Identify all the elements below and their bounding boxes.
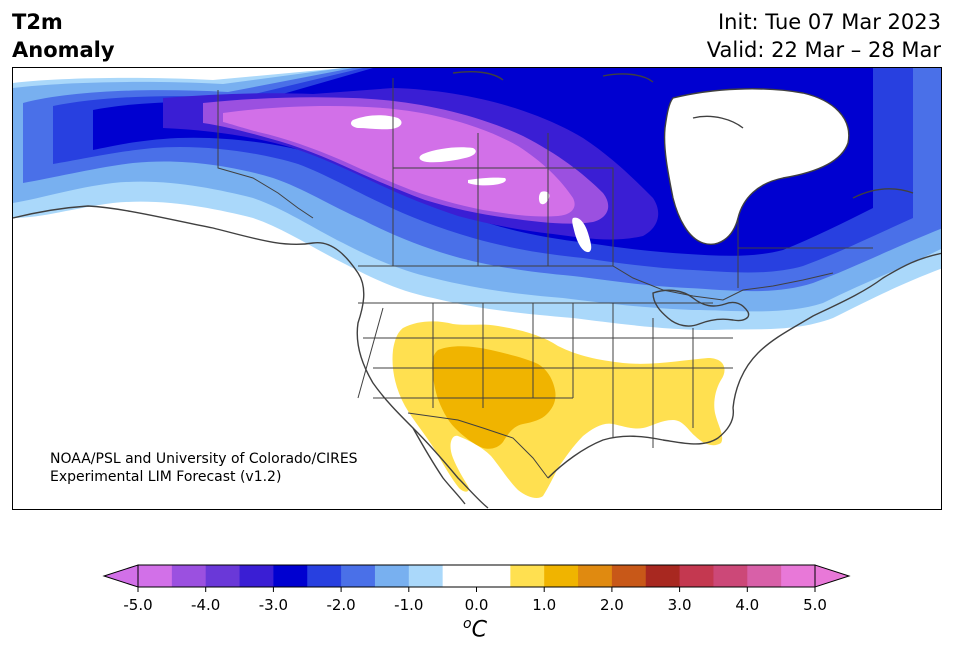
great-slave-lake: [419, 147, 476, 163]
variable-title: T2m Anomaly: [12, 8, 115, 64]
colorbar-bin: [510, 565, 545, 587]
colorbar-bin: [171, 565, 207, 587]
colorbar-bin: [645, 565, 681, 587]
colorbar-unit: oC: [463, 616, 487, 642]
political-boundaries: [217, 78, 873, 479]
credit-line-1: NOAA/PSL and University of Colorado/CIRE…: [50, 451, 358, 467]
colorbar-tick-label: 1.0: [532, 596, 556, 614]
us-canada-border: [358, 265, 834, 301]
colorbar-tick-label: -5.0: [123, 596, 152, 614]
colorbar-bin: [408, 565, 444, 587]
gulf-coast: [547, 407, 735, 479]
contour-warm-2: [432, 346, 556, 449]
anomaly-map: NOAA/PSL and University of Colorado/CIRE…: [12, 67, 942, 510]
colorbar-extend-high: [814, 564, 851, 588]
atlantic-coast: [732, 252, 941, 409]
contour-strong-cold: [223, 105, 575, 217]
colorbar-unit-letter: C: [471, 617, 487, 643]
us-state-lines: [357, 302, 733, 448]
colorbar-bin: [578, 565, 613, 587]
colorbar-tick-label: -3.0: [259, 596, 288, 614]
colorbar-bin: [544, 565, 579, 587]
great-lakes: [652, 289, 750, 327]
colorbar-unit-degree: o: [463, 616, 472, 632]
colorbar-extend-low: [102, 564, 139, 588]
colorbar-ticks: -5.0 -4.0 -3.0 -2.0 -1.0 0.0 1.0 2.0 3.0 4.0 5.0: [123, 587, 827, 614]
colorbar-bin: [713, 565, 748, 587]
colorbar-bin: [442, 565, 477, 587]
colorbar-bin: [273, 565, 308, 587]
credit-line-2: Experimental LIM Forecast (v1.2): [50, 469, 281, 485]
warm-anomaly-layers: [392, 321, 725, 498]
great-bear-lake: [350, 115, 402, 130]
colorbar-tick-label: -4.0: [191, 596, 220, 614]
colorbar-bin: [138, 565, 173, 587]
colorbar-bin: [476, 565, 511, 587]
canada-provinces: [392, 78, 873, 288]
colorbar-tick-label: 0.0: [465, 596, 489, 614]
colorbar-tick-label: -1.0: [394, 596, 423, 614]
colorbar-tick-label: 5.0: [803, 596, 827, 614]
colorbar-tick-label: 2.0: [600, 596, 624, 614]
lake-winnipeg: [572, 217, 592, 253]
colorbar-bin: [239, 565, 274, 587]
colorbar-bin: [679, 565, 714, 587]
baja-california: [412, 427, 466, 505]
alaska-border: [217, 90, 314, 219]
lake-winnipegosis: [538, 191, 550, 205]
colorbar: -5.0 -4.0 -3.0 -2.0 -1.0 0.0 1.0 2.0 3.0 4.0 5.0: [102, 564, 851, 614]
valid-period: Valid: 22 Mar – 28 Mar: [706, 38, 941, 62]
variable-title-line2: Anomaly: [12, 38, 115, 62]
pacific-coast: [13, 205, 489, 509]
colorbar-bin: [781, 565, 816, 587]
colorbar-bin: [307, 565, 342, 587]
colorbar-bin: [747, 565, 782, 587]
us-mexico-border: [407, 412, 549, 479]
colorbar-tick-label: 4.0: [735, 596, 759, 614]
hudson-bay-coast: [663, 88, 850, 245]
hudson-bay: [664, 88, 849, 245]
colorbar-bin: [341, 565, 376, 587]
colorbar-bin: [205, 565, 241, 587]
colorbar-tick-label: -2.0: [326, 596, 355, 614]
init-date: Init: Tue 07 Mar 2023: [717, 10, 941, 34]
map-canvas: NOAA/PSL and University of Colorado/CIRE…: [13, 68, 941, 509]
coastlines: [13, 71, 941, 509]
arctic-islands: [452, 71, 914, 199]
colorbar-bin: [374, 565, 410, 587]
colorbar-bin: [611, 565, 647, 587]
variable-title-line1: T2m: [12, 10, 63, 34]
lake-athabasca: [468, 177, 506, 186]
forecast-dates: Init: Tue 07 Mar 2023 Valid: 22 Mar – 28…: [707, 8, 941, 64]
colorbar-bins: [102, 564, 851, 588]
water-bodies: [350, 88, 849, 253]
colorbar-tick-label: 3.0: [668, 596, 692, 614]
